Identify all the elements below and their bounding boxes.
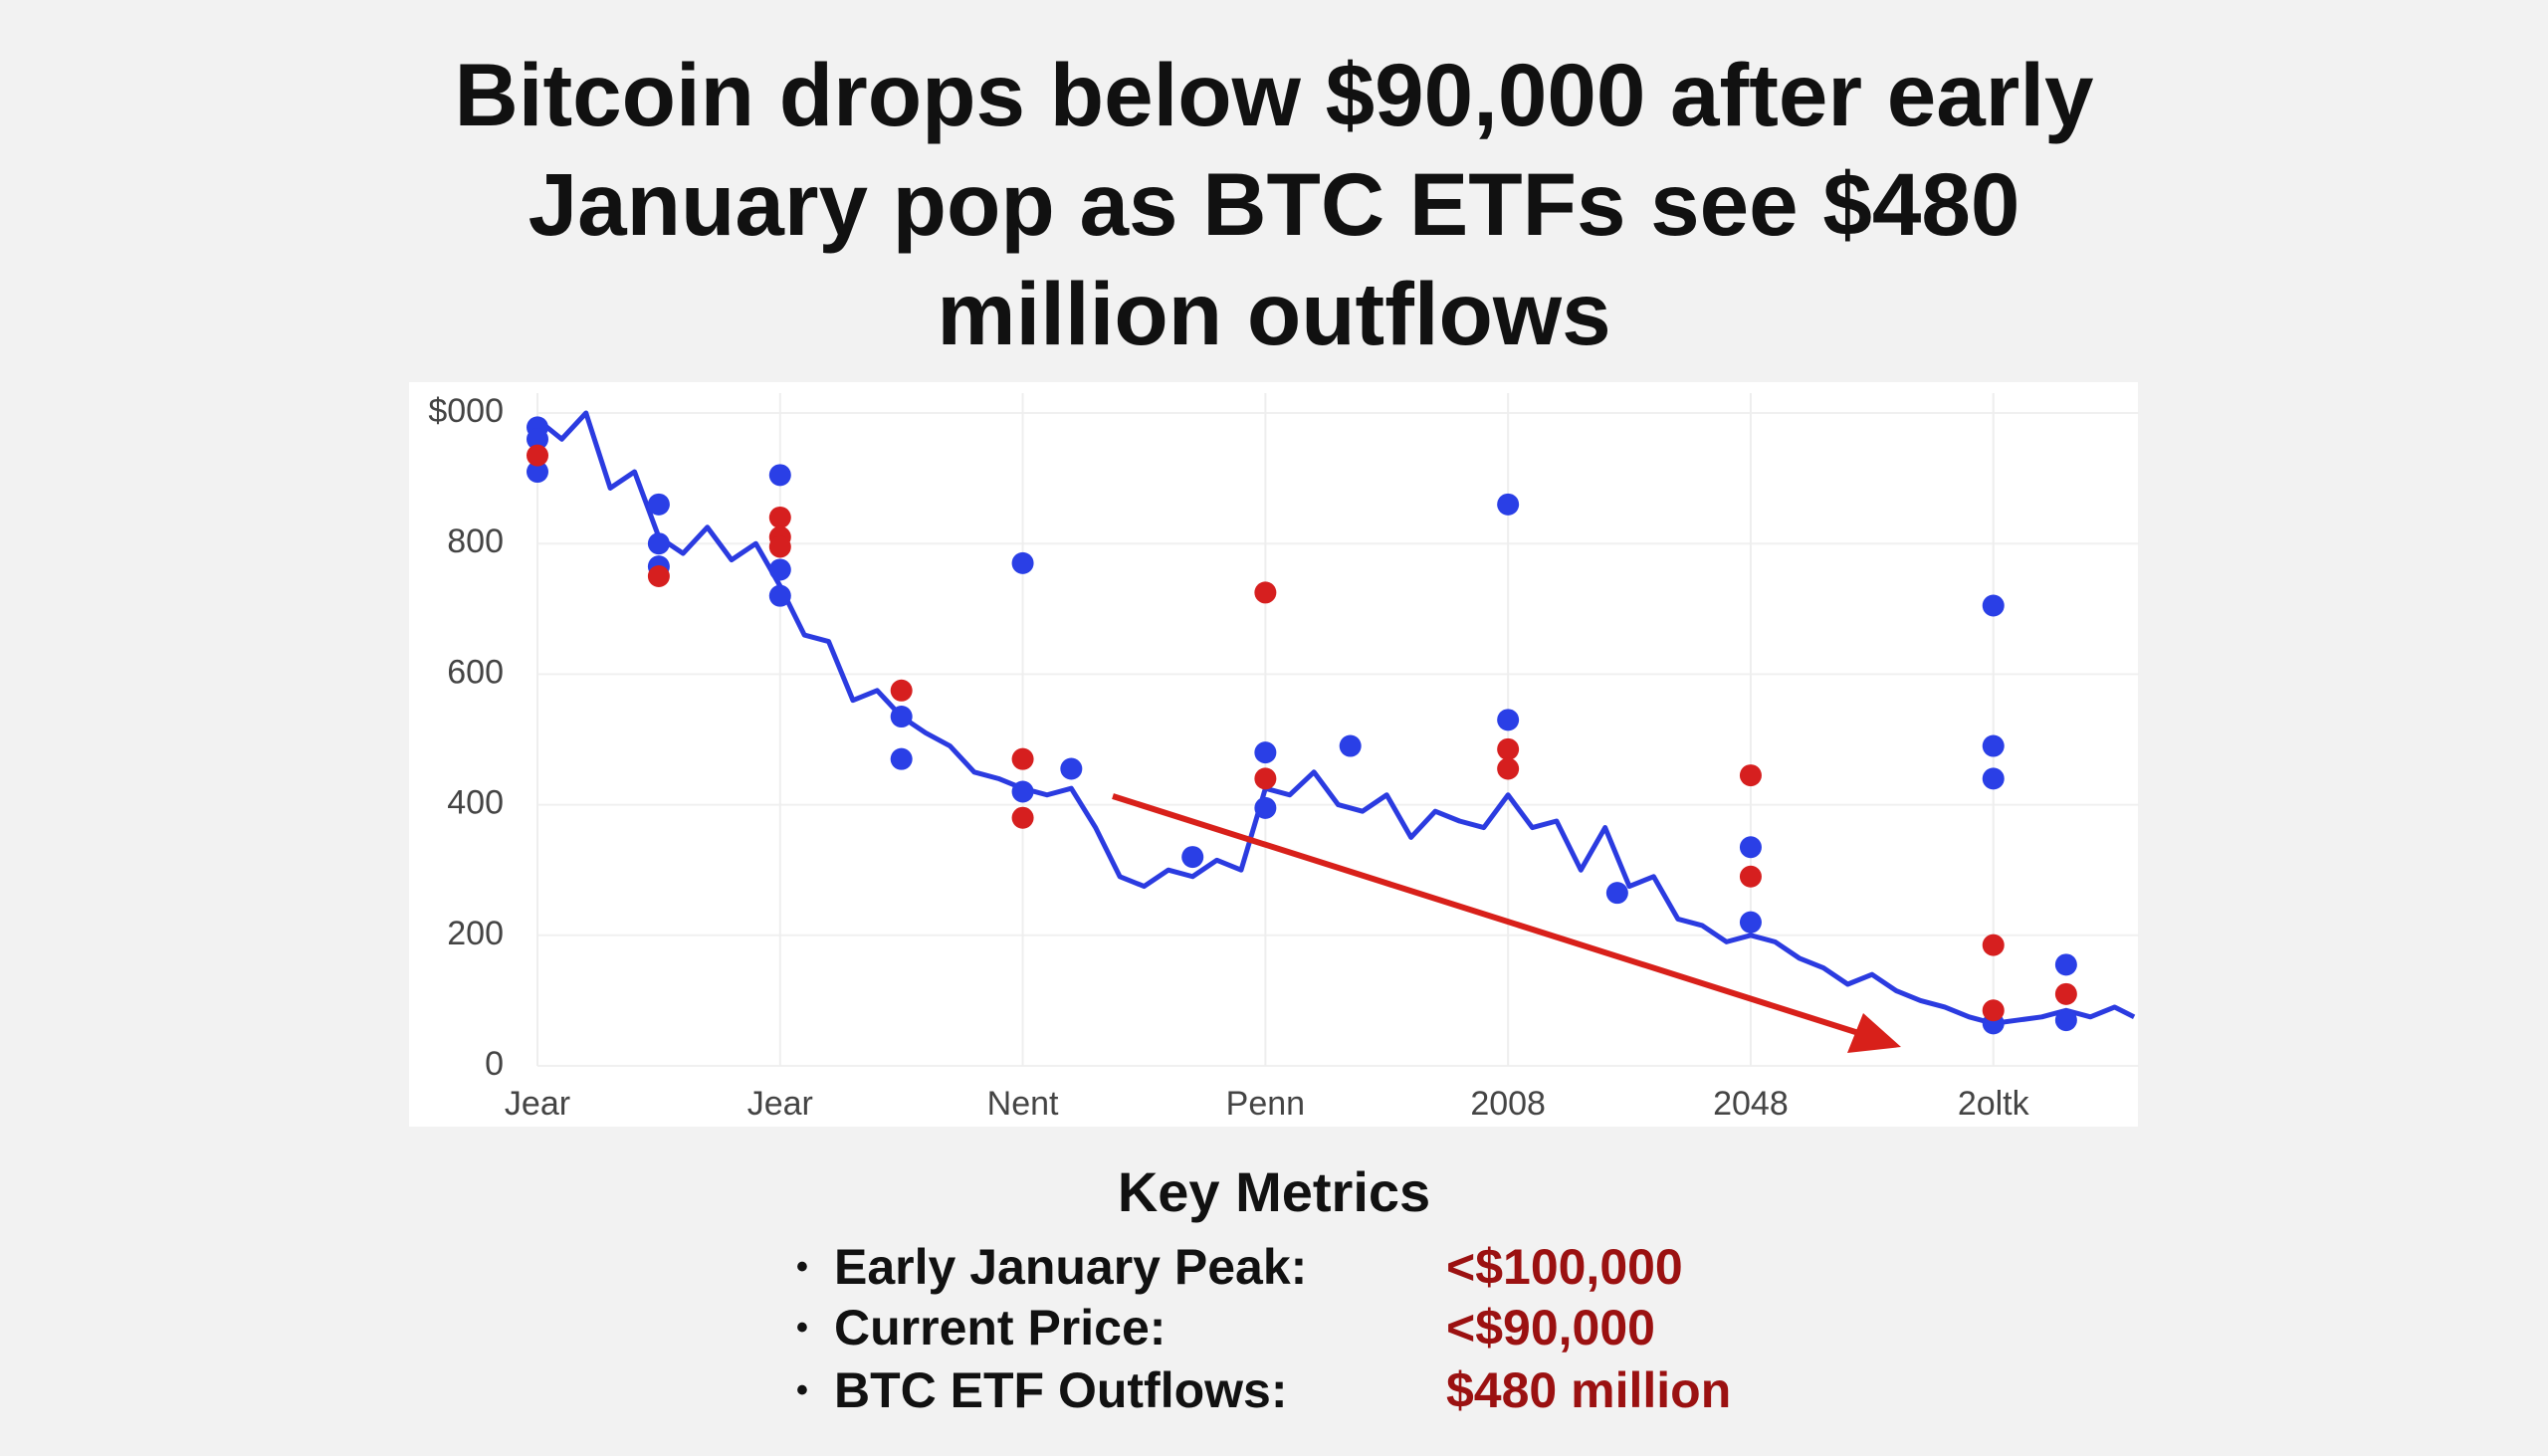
scatter-point: [1011, 551, 1034, 574]
plot-area: 0 200 400 600 800 $000 Jear Jear Nent Penn 2008 204…: [428, 392, 2139, 1123]
scatter-point: [1497, 709, 1520, 731]
scatter-point: [1339, 734, 1362, 757]
price-line: [535, 410, 2136, 1026]
trend-arrow: [1112, 793, 1872, 1040]
scatter-point: [1497, 757, 1520, 780]
scatter-point: [768, 506, 791, 528]
x-tick-label: Penn: [1226, 1085, 1305, 1123]
scatter-point: [1181, 846, 1204, 869]
metrics-title: Key Metrics: [1117, 1160, 1431, 1223]
metric-value: <$90,000: [1446, 1300, 1655, 1355]
scatter-point: [890, 679, 913, 702]
x-tick-label: 2oltk: [1958, 1085, 2030, 1123]
scatter-point: [2054, 982, 2077, 1005]
scatter-point: [1605, 882, 1628, 905]
x-tick-label: 2008: [1470, 1085, 1546, 1123]
scatter-point: [1254, 581, 1277, 604]
scatter-point: [890, 747, 913, 770]
scatter-point: [1982, 594, 2005, 617]
scatter-point: [768, 558, 791, 581]
arrow-head: [1847, 1013, 1901, 1053]
scatter-point: [1254, 796, 1277, 819]
scatter-point: [1497, 493, 1520, 516]
scatter-point: [2054, 953, 2077, 976]
x-tick-label: Nent: [987, 1085, 1059, 1123]
y-tick-label: 400: [447, 784, 504, 822]
scatter-point: [1982, 734, 2005, 757]
scatter-point: [1254, 741, 1277, 764]
scatter-point: [890, 706, 913, 728]
metric-label: BTC ETF Outflows:: [796, 1360, 1287, 1420]
scatter-point: [527, 461, 548, 484]
scatter-point: [1982, 999, 2005, 1022]
x-tick-label: Jear: [505, 1085, 570, 1123]
scatter-point: [2054, 1009, 2077, 1032]
scatter-point: [768, 464, 791, 487]
scatter-point: [1739, 836, 1762, 859]
metric-value: $480 million: [1446, 1362, 1732, 1418]
scatter-point: [527, 428, 548, 451]
scatter-point: [647, 493, 670, 516]
scatter-point: [647, 565, 670, 587]
scatter-point: [1739, 764, 1762, 787]
scatter-point: [527, 444, 548, 467]
x-tick-label: Jear: [747, 1085, 813, 1123]
y-tick-label: 800: [447, 522, 504, 560]
scatter-point: [1011, 780, 1034, 803]
scatter-point: [1011, 806, 1034, 829]
scatter-point: [647, 532, 670, 555]
scatter-point: [1739, 865, 1762, 888]
scatter-point: [768, 535, 791, 558]
metric-value: <$100,000: [1446, 1239, 1683, 1295]
headline: Bitcoin drops below $90,000 after early …: [454, 45, 2094, 363]
x-tick-label: 2048: [1713, 1085, 1789, 1123]
y-tick-label: 600: [447, 653, 504, 691]
y-tick-label: 200: [447, 915, 504, 952]
scatter-point: [1011, 747, 1034, 770]
y-tick-label: 0: [485, 1045, 504, 1083]
metric-label: Early January Peak:: [796, 1237, 1307, 1297]
scatter-point: [1254, 767, 1277, 790]
scatter-point: [1739, 911, 1762, 934]
scatter-point: [1497, 737, 1520, 760]
scatter-point: [1060, 757, 1083, 780]
scatter-point: [1982, 767, 2005, 790]
scatter-point: [768, 584, 791, 607]
metric-label: Current Price:: [796, 1298, 1166, 1357]
y-tick-label: $000: [428, 392, 504, 430]
scatter-point: [1982, 934, 2005, 956]
